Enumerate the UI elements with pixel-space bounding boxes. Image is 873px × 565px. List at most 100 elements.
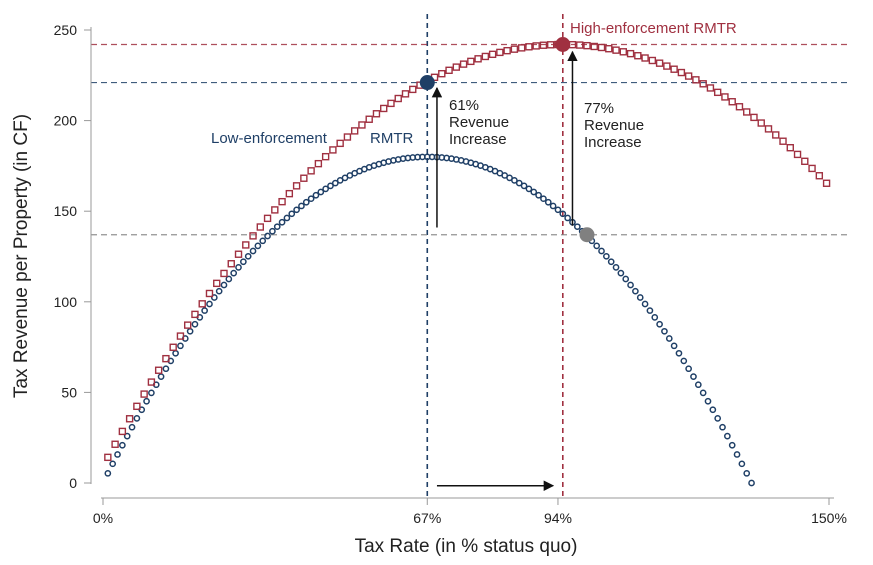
low-enforcement-point [748,479,755,487]
high-enforcement-point [409,85,417,94]
low-enforcement-point [278,218,286,226]
low-enforcement-point [641,300,649,308]
low-enforcement-point [651,313,659,321]
high-enforcement-point [750,113,758,122]
high-enforcement-point [394,94,402,103]
low-enforcement-point [201,307,208,314]
high-enforcement-point [104,453,112,462]
high-enforcement-point [728,98,736,106]
high-enforcement-point [583,41,591,50]
low-enforcement-point [593,242,601,250]
high-enforcement-point [205,289,214,298]
high-enforcement-point [503,46,511,55]
low-enforcement-point [123,432,131,440]
low-enforcement-point [661,327,668,335]
high-enforcement-point [547,41,555,49]
high-enforcement-point [713,88,722,97]
y-tick-label: 200 [54,113,78,129]
high-enforcement-point [147,378,156,386]
low-enforcement-point [240,258,247,266]
low-enforcement-rmtr-point [419,75,435,91]
high-enforcement-point [648,56,657,65]
low-enforcement-point [636,294,644,301]
high-enforcement-point [793,150,802,159]
high-enforcement-point [619,48,627,56]
low-enforcement-point [191,320,199,328]
high-enforcement-point [612,46,620,54]
low-enforcement-point [288,210,296,218]
low-enforcement-point [704,397,712,405]
high-enforcement-point [285,189,294,198]
low-enforcement-point [162,365,170,373]
y-tick-label: 150 [54,203,78,219]
low-enforcement-point [220,281,228,289]
high-enforcement-point [118,427,127,436]
high-enforcement-point [387,99,395,108]
high-enforcement-point [133,402,141,411]
low-enforcement-point [685,365,692,373]
high-enforcement-point [300,174,308,182]
low-rmtr-label: RMTR [370,130,413,147]
low-enforcement-point [738,460,746,468]
high-enforcement-point [292,182,301,190]
low-enforcement-point [525,185,533,193]
low-enforcement-point [694,381,702,389]
x-tick-label: 94% [544,510,572,526]
high-enforcement-point [125,415,134,423]
high-enforcement-point [249,232,257,240]
low-enforcement-point [670,342,678,350]
low-enforcement-point [177,342,184,350]
low-enforcement-point [148,389,155,397]
y-tick-label: 100 [54,294,78,310]
low-enforcement-point [622,275,630,283]
low-enforcement-point [104,469,112,477]
high-enforcement-point [191,310,199,319]
high-enforcement-point [329,146,337,154]
low-enforcement-point [598,247,605,255]
high-enforcement-point [445,66,453,74]
low-enforcement-point [709,406,717,414]
high-enforcement-point [271,206,279,214]
low-enforcement-point [157,373,165,380]
low-enforcement-point [298,202,305,210]
low-enforcement-point [215,287,223,295]
high-enforcement-point [684,72,693,80]
low-enforcement-point [612,264,620,271]
high-enforcement-point [183,321,192,329]
increase-61-revenue: Revenue [449,114,509,131]
low-enforcement-point [675,349,683,357]
high-enforcement-point [634,52,642,60]
high-enforcement-point [242,241,250,249]
low-enforcement-point [530,188,538,196]
x-tick-label: 0% [93,510,113,526]
increase-77-increase: Increase [584,134,642,151]
high-enforcement-point [307,167,315,175]
high-enforcement-point [576,41,584,49]
high-enforcement-point [358,121,366,129]
high-enforcement-point [198,300,206,308]
low-enforcement-point [511,177,518,184]
low-curve-at-high-rate-point [579,227,595,243]
low-enforcement-point [627,281,634,289]
high-enforcement-point [438,69,446,78]
low-enforcement-point [172,349,179,357]
low-enforcement-point [607,258,615,266]
low-enforcement-point [273,223,281,231]
high-enforcement-point [336,139,344,148]
high-enforcement-point [496,48,504,57]
high-enforcement-point [525,43,533,51]
low-enforcement-point [665,335,673,342]
high-enforcement-point [670,65,678,73]
low-enforcement-point [656,320,663,328]
high-enforcement-point [597,43,606,52]
high-enforcement-point [626,49,635,58]
high-enforcement-point [721,93,729,101]
increase-77-revenue: Revenue [584,117,644,134]
low-enforcement-point [186,327,194,335]
high-enforcement-point [467,57,475,66]
low-enforcement-point [133,415,141,422]
low-enforcement-point [249,247,257,255]
high-enforcement-point [256,223,264,231]
high-enforcement-point [605,45,613,53]
